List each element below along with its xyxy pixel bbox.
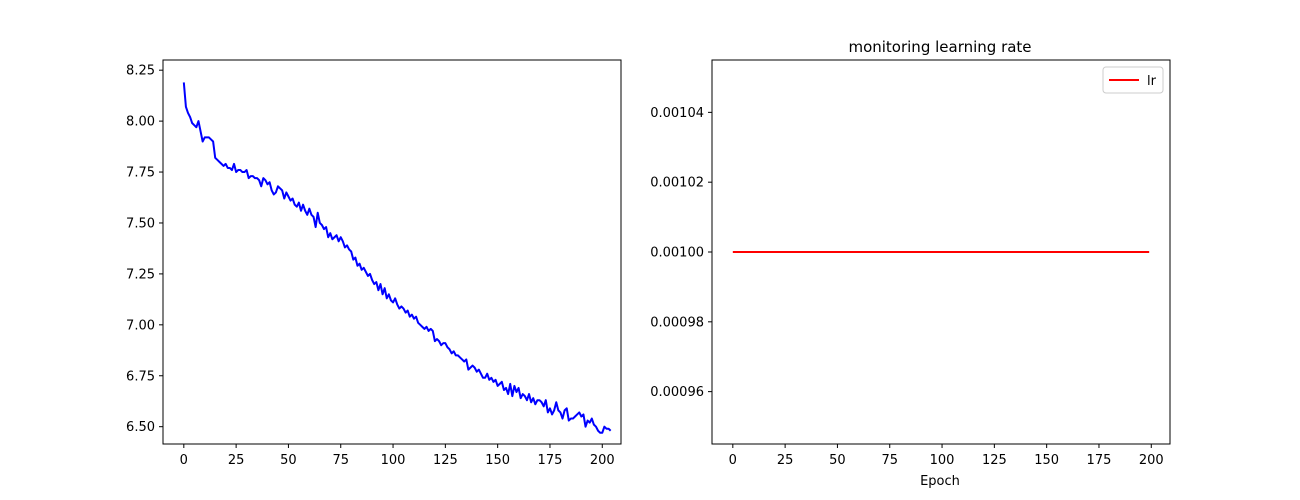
- loss-x-tick-label: 0: [180, 453, 188, 468]
- lr-y-tick-label: 0.00096: [650, 385, 704, 400]
- lr-chart-title: monitoring learning rate: [848, 38, 1031, 56]
- loss-x-tick-label: 25: [228, 453, 245, 468]
- lr-x-tick-label: 50: [829, 453, 846, 468]
- lr-chart: monitoring learning rate 0 25 50 75 100 125 15…: [650, 38, 1171, 489]
- loss-y-tick-label: 8.25: [126, 64, 155, 79]
- legend-label-lr: lr: [1147, 74, 1157, 89]
- loss-x-tick-label: 50: [280, 453, 297, 468]
- loss-chart: 0 25 50 75 100 125 150 175 200 6.50 6.75 7.00 7.25 7…: [126, 59, 622, 468]
- lr-x-tick-label: 100: [930, 453, 955, 468]
- loss-y-tick-label: 6.75: [126, 369, 155, 384]
- lr-x-tick-label: 175: [1087, 453, 1112, 468]
- lr-y-tick-label: 0.00102: [650, 176, 704, 191]
- loss-y-tick-label: 6.50: [126, 420, 155, 435]
- loss-y-tick-label: 7.00: [126, 318, 155, 333]
- lr-x-tick-label: 25: [777, 453, 794, 468]
- loss-y-tick-label: 7.75: [126, 166, 155, 181]
- loss-x-tick-label: 125: [433, 453, 458, 468]
- loss-y-tick-label: 7.50: [126, 216, 155, 231]
- lr-y-tick-label: 0.00098: [650, 315, 704, 330]
- loss-x-tick-label: 75: [332, 453, 349, 468]
- loss-plot-lines: [182, 82, 612, 434]
- loss-y-tick-label: 7.25: [126, 267, 155, 282]
- lr-y-ticks: 0.00096 0.00098 0.00100 0.00102 0.00104: [650, 106, 712, 400]
- loss-x-tick-label: 200: [590, 453, 615, 468]
- lr-y-tick-label: 0.00104: [650, 106, 704, 121]
- lr-y-tick-label: 0.00100: [650, 246, 704, 261]
- lr-x-tick-label: 0: [729, 453, 737, 468]
- loss-series-line-0: [182, 82, 612, 434]
- loss-axes-frame: [162, 59, 622, 445]
- loss-x-ticks: 0 25 50 75 100 125 150 175 200: [180, 444, 615, 468]
- loss-x-tick-label: 175: [538, 453, 563, 468]
- lr-x-tick-label: 125: [982, 453, 1007, 468]
- lr-x-tick-label: 200: [1139, 453, 1164, 468]
- loss-y-tick-label: 8.00: [126, 115, 155, 130]
- loss-x-tick-label: 100: [381, 453, 406, 468]
- lr-x-tick-label: 150: [1034, 453, 1059, 468]
- lr-x-ticks: 0 25 50 75 100 125 150 175 200: [729, 444, 1164, 468]
- lr-x-tick-label: 75: [881, 453, 898, 468]
- lr-x-axis-label: Epoch: [920, 474, 960, 489]
- loss-x-tick-label: 150: [485, 453, 510, 468]
- loss-y-ticks: 6.50 6.75 7.00 7.25 7.50 7.75 8.00 8.25: [126, 64, 163, 435]
- lr-legend: lr: [1102, 66, 1164, 94]
